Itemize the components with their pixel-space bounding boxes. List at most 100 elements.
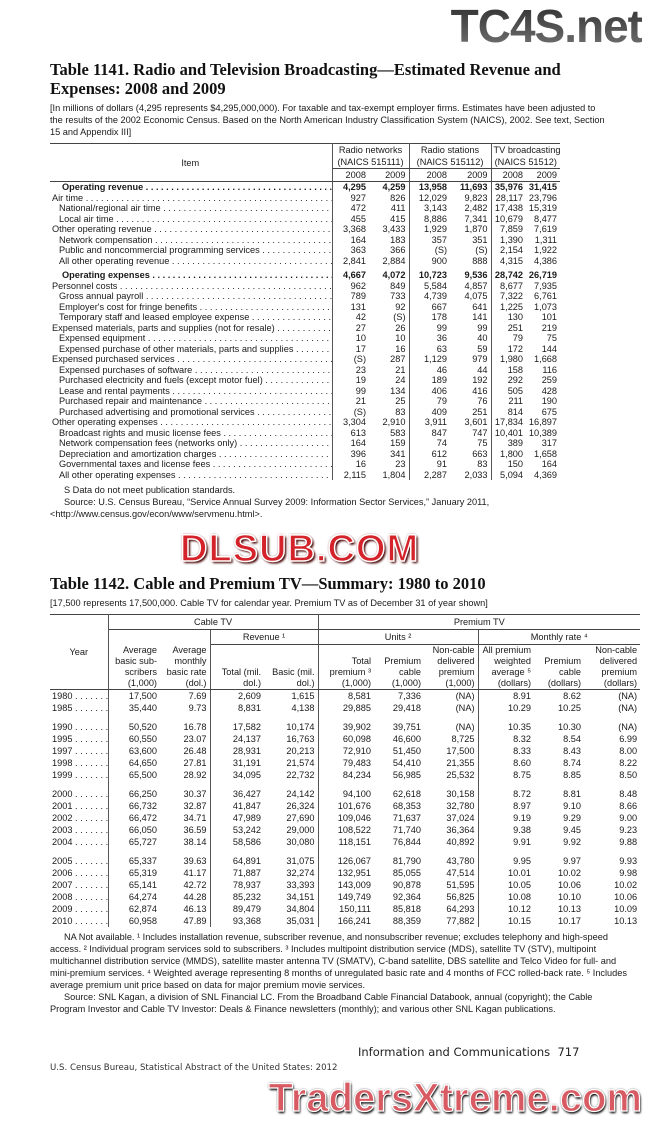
cell-value: 93,368 (232, 916, 261, 926)
cell-value: 144 (541, 343, 558, 354)
cell-value: 292 (507, 375, 524, 385)
cell-value: 63,600 (128, 746, 157, 756)
cell-value: 108,522 (337, 825, 372, 835)
row-label-text: Purchased electricity and fuels (except … (59, 375, 331, 385)
cell-value: (S) (450, 245, 492, 256)
cell-value: 65,337 (128, 856, 157, 866)
year-header: 2008 (332, 168, 369, 182)
cell-value: 4,369 (534, 469, 558, 480)
cell-value: 46 (436, 364, 448, 375)
cell-value: 583 (369, 427, 410, 438)
cell-value: 10.06 (558, 880, 582, 890)
cell-value: 101,676 (337, 801, 372, 811)
cell-value: 20,213 (264, 745, 319, 757)
col-header: Non-cable delivered premium (1,000) (424, 644, 479, 690)
cell-value: 2,154 (500, 245, 524, 255)
cell-value: 89,479 (232, 904, 261, 914)
cell-value: 88,359 (392, 916, 422, 926)
cell-value: 164 (350, 234, 366, 245)
cell-value: 251 (507, 322, 524, 333)
row-year: 2009 (50, 903, 109, 915)
row-year-text: 2001 (52, 801, 107, 811)
col-header: Premium cable (dollars) (534, 644, 585, 690)
cell-value: 4,667 (343, 270, 366, 280)
section-name: Information and Communications (358, 1045, 551, 1059)
page-number: 717 (557, 1045, 580, 1059)
table-1141: Item Radio networks (NAICS 515111) Radio … (50, 143, 561, 480)
row-year-text: 2000 (52, 789, 107, 799)
cell-value: 47.89 (160, 915, 211, 927)
row-label-text: Expensed purchase of other materials, pa… (59, 344, 331, 354)
cell-value: 72,910 (342, 746, 372, 756)
cell-value: 60,098 (342, 734, 372, 744)
cell-value: 23,796 (528, 192, 558, 203)
cell-value: 27 (355, 322, 366, 333)
cell-value: 9.73 (160, 702, 211, 714)
group-header-tv-broadcasting: TV broadcasting (NAICS 51512) (491, 143, 561, 169)
cell-value: 101 (541, 312, 558, 322)
cell-value: 8,886 (424, 213, 448, 224)
row-label: Purchased repair and maintenance (50, 396, 333, 407)
cell-value: 79 (512, 333, 524, 343)
cell-value: 211 (508, 396, 524, 406)
cell-value: 6.99 (619, 734, 638, 744)
cell-value: 366 (369, 245, 410, 256)
cell-value: 1,129 (424, 354, 448, 364)
group-label: TV broadcasting (493, 145, 561, 155)
row-label: Expensed equipment (50, 333, 333, 344)
cell-value: 667 (431, 301, 448, 312)
row-year-text: 2008 (52, 892, 107, 902)
cell-value: (NA) (424, 702, 479, 714)
cell-value: 64,891 (232, 856, 261, 866)
cell-value: 143,009 (337, 880, 372, 890)
row-year-text: 2004 (52, 837, 107, 847)
watermark-logo-middle: DLSUB.COM (179, 527, 420, 571)
cell-value: 166,241 (337, 916, 372, 926)
cell-value: 25,532 (424, 769, 479, 781)
year-header: 2008 (409, 168, 451, 182)
cell-value: 21,355 (424, 757, 479, 769)
cell-value: 10.02 (558, 868, 582, 878)
cell-value: 8,725 (424, 733, 479, 745)
cell-value: 7,619 (534, 224, 558, 234)
table-row: Expensed purchased services (S)287 1,12997… (50, 354, 560, 365)
cell-value: 9.45 (563, 825, 582, 835)
cell-value: 3,304 (343, 417, 366, 427)
cell-value: 58,586 (232, 837, 261, 847)
cell-value: 35,976 (494, 182, 524, 192)
cell-value: 9.19 (513, 813, 532, 823)
cell-value: 4,295 (343, 182, 366, 192)
cell-value: 30,158 (424, 781, 479, 800)
cell-value: 2,033 (450, 469, 492, 480)
cell-value: 8.60 (513, 758, 532, 768)
cell-value: 7.69 (160, 689, 211, 702)
table-1142-notes: NA Not available. ¹ Includes installatio… (50, 931, 630, 1015)
row-year: 1997 (50, 745, 109, 757)
footnote-s: S Data do not meet publication standards… (64, 485, 236, 495)
row-label: Gross annual payroll (50, 291, 333, 302)
cell-value: 47,514 (424, 867, 479, 879)
cell-value: 42 (355, 312, 366, 322)
table-1141-title: Table 1141. Radio and Television Broadca… (50, 60, 561, 98)
cell-value: 99 (450, 322, 492, 333)
cell-value: 83 (369, 406, 410, 417)
cell-value: 9.98 (619, 868, 638, 878)
row-label-text: Expensed materials, parts and supplies (… (52, 323, 331, 333)
cell-value: (S) (353, 354, 366, 364)
row-label-text: Operating expenses (62, 270, 331, 280)
col-header: Basic (mil. dol.) (264, 644, 319, 690)
page-footer-section: Information and Communications 717 (358, 1045, 642, 1060)
cell-value: 10,389 (528, 427, 558, 438)
cell-value: 178 (431, 312, 448, 322)
cell-value: 9,823 (450, 192, 492, 203)
row-label: All other operating revenue (50, 255, 333, 266)
cell-value: 10.29 (508, 703, 532, 713)
cell-value: 31,415 (528, 182, 558, 192)
cell-value: 30,080 (264, 836, 319, 848)
cable-tv-header: Cable TV (108, 614, 319, 630)
cell-value: 92,364 (392, 892, 422, 902)
